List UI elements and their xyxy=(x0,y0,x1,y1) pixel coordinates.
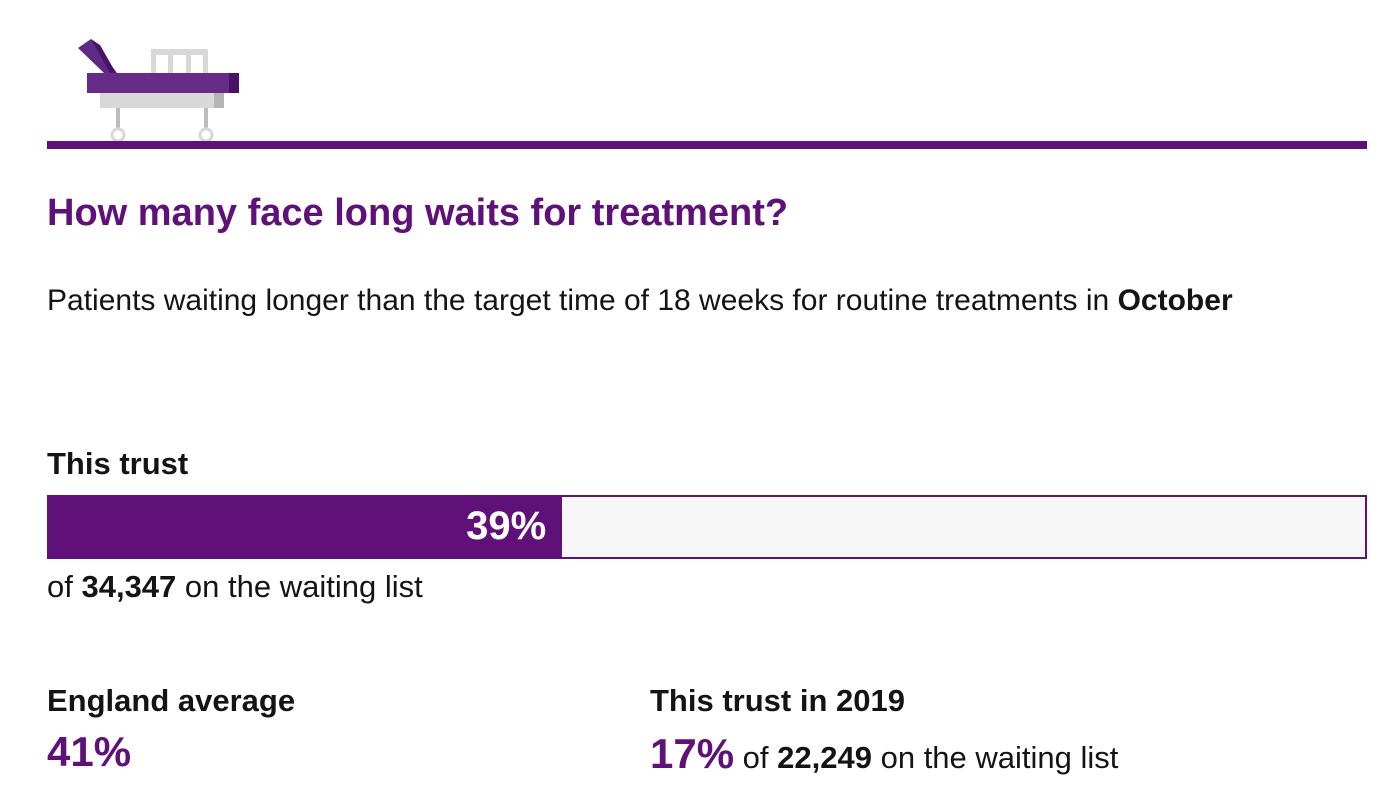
subtitle-text: Patients waiting longer than the target … xyxy=(47,284,1118,317)
trust-2019-label: This trust in 2019 xyxy=(650,683,905,718)
hospital-bed-icon xyxy=(78,39,239,143)
total-value: 34,347 xyxy=(81,569,177,604)
trust-2019-percent: 17% xyxy=(650,730,735,777)
trust-2019-value: 17% of 22,249 on the waiting list xyxy=(650,730,1118,778)
section-divider xyxy=(47,141,1367,149)
total-value: 22,249 xyxy=(777,740,872,775)
progress-fill: 39% xyxy=(49,497,563,557)
of-prefix: of xyxy=(734,740,778,775)
subtitle: Patients waiting longer than the target … xyxy=(47,280,1377,322)
of-suffix: on the waiting list xyxy=(176,569,423,604)
section-title: How many face long waits for treatment? xyxy=(47,192,789,234)
progress-percent: 39% xyxy=(466,504,547,548)
england-average-label: England average xyxy=(47,683,296,718)
of-suffix: on the waiting list xyxy=(871,740,1119,775)
england-average-value: 41% xyxy=(47,728,132,775)
this-trust-label: This trust xyxy=(47,446,189,481)
of-prefix: of xyxy=(47,569,82,604)
subtitle-month: October xyxy=(1117,284,1233,317)
waiting-list-total: of 34,347 on the waiting list xyxy=(47,569,423,605)
progress-bar: 39% xyxy=(47,495,1367,559)
